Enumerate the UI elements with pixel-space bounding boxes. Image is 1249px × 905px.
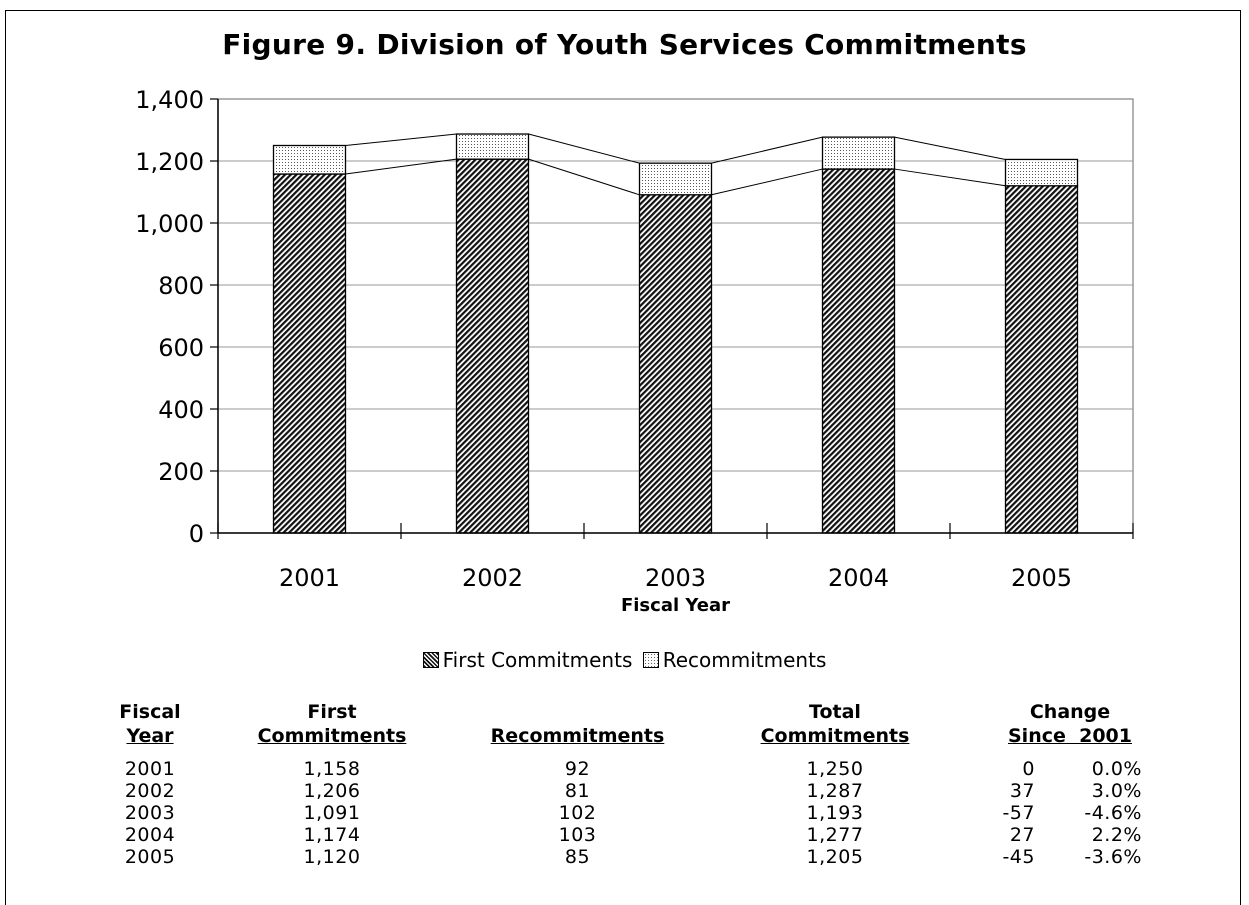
y-tick-label: 600 [158, 334, 204, 362]
cell-change-percent: -4.6% [1084, 802, 1142, 824]
cell-first-commitments: 1,120 [303, 846, 361, 868]
series-line-total [711, 136, 823, 164]
y-tick-label: 1,200 [135, 148, 204, 176]
cell-change-percent: 3.0% [1091, 780, 1142, 802]
legend-item-first: First Commitments [422, 648, 633, 672]
series-line-first [894, 168, 1006, 187]
chart-title: Figure 9. Division of Youth Services Com… [222, 28, 1027, 61]
legend-swatch-first [422, 652, 439, 668]
chart-legend: First Commitments Recommitments [0, 648, 1249, 673]
cell-recommitments: 92 [564, 758, 591, 780]
header-fiscal-year: Fiscal Year [119, 701, 181, 747]
header-first-commitments: First Commitments [257, 701, 407, 747]
header-recommitments: Recommitments [490, 725, 665, 747]
cell-year: 2004 [124, 824, 176, 846]
cell-change: -45 [1002, 846, 1035, 868]
cell-first-commitments: 1,206 [303, 780, 361, 802]
x-tick-label: 2005 [1011, 564, 1072, 592]
y-tick-label: 400 [158, 396, 204, 424]
cell-first-commitments: 1,091 [303, 802, 361, 824]
cell-recommitments: 102 [558, 802, 597, 824]
cell-total-commitments: 1,250 [806, 758, 864, 780]
cell-change-percent: 0.0% [1091, 758, 1142, 780]
cell-year: 2001 [124, 758, 176, 780]
legend-label-first: First Commitments [442, 648, 633, 672]
cell-total-commitments: 1,287 [806, 780, 864, 802]
cell-first-commitments: 1,174 [303, 824, 361, 846]
figure-frame [5, 10, 1241, 905]
y-tick-label: 200 [158, 458, 204, 486]
y-tick-label: 800 [158, 272, 204, 300]
series-line-total [894, 136, 1006, 160]
bar-recommitments [821, 136, 896, 170]
legend-label-recommit: Recommitments [662, 648, 827, 672]
cell-recommitments: 85 [564, 846, 591, 868]
cell-year: 2005 [124, 846, 176, 868]
y-tick-label: 1,000 [135, 210, 204, 238]
y-tick-label: 0 [189, 520, 204, 548]
cell-change: 37 [1009, 780, 1035, 802]
cell-recommitments: 103 [558, 824, 597, 846]
x-tick-label: 2003 [645, 564, 706, 592]
bar-recommitments [638, 162, 713, 196]
bar-first-commitments [455, 158, 530, 534]
cell-first-commitments: 1,158 [303, 758, 361, 780]
cell-change: -57 [1002, 802, 1035, 824]
x-tick-label: 2002 [462, 564, 523, 592]
x-tick-label: 2001 [279, 564, 340, 592]
series-line-first [528, 158, 640, 196]
series-line-first [345, 158, 457, 175]
cell-year: 2002 [124, 780, 176, 802]
header-change: Change Since 2001 [1008, 701, 1132, 747]
cell-change: 27 [1009, 824, 1035, 846]
cell-total-commitments: 1,205 [806, 846, 864, 868]
series-line-total [528, 133, 640, 164]
bar-first-commitments [272, 173, 347, 534]
series-line-total [345, 133, 457, 146]
bar-first-commitments [1004, 185, 1079, 534]
cell-year: 2003 [124, 802, 176, 824]
cell-change: 0 [1022, 758, 1035, 780]
header-total-commitments: Total Commitments [760, 701, 910, 747]
legend-swatch-recommit [642, 652, 659, 668]
y-tick-label: 1,400 [135, 86, 204, 114]
cell-change-percent: 2.2% [1091, 824, 1142, 846]
series-line-first [711, 168, 823, 196]
bar-recommitments [272, 144, 347, 175]
legend-item-recommit: Recommitments [642, 648, 827, 672]
x-axis-label: Fiscal Year [621, 595, 730, 616]
bar-first-commitments [821, 168, 896, 534]
chart-plot: 0 200 400 600 800 1,000 1,200 1,400 2001 2002 2003… [135, 86, 1134, 616]
bar-recommitments [1004, 158, 1079, 187]
bar-recommitments [455, 133, 530, 160]
cell-total-commitments: 1,277 [806, 824, 864, 846]
bar-first-commitments [638, 194, 713, 534]
x-tick-label: 2004 [828, 564, 889, 592]
cell-total-commitments: 1,193 [806, 802, 864, 824]
cell-recommitments: 81 [564, 780, 591, 802]
cell-change-percent: -3.6% [1084, 846, 1142, 868]
